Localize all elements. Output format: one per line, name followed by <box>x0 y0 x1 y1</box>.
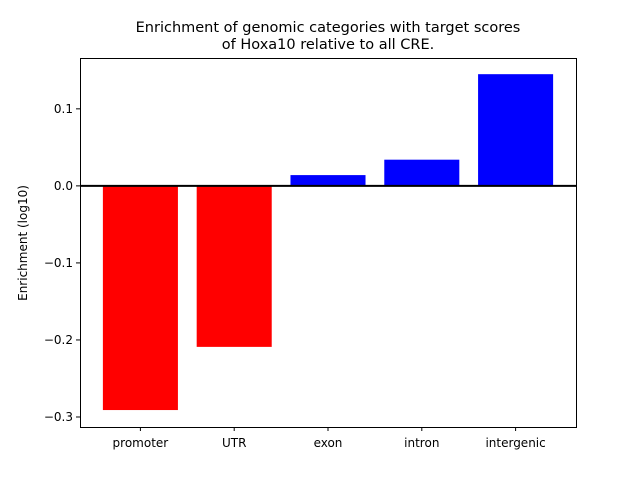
bar-exon <box>290 175 366 186</box>
x-tick-label: UTR <box>222 436 246 450</box>
chart-title-line-2: of Hoxa10 relative to all CRE. <box>222 37 434 53</box>
y-tick-label: −0.1 <box>44 256 73 270</box>
y-tick-label: −0.3 <box>44 410 73 424</box>
bar-UTR <box>196 185 272 347</box>
bar-intron <box>384 159 460 186</box>
bar-promoter <box>102 185 178 411</box>
x-tick-label: intron <box>404 436 439 450</box>
y-tick-label: 0.0 <box>54 179 73 193</box>
y-axis-label: Enrichment (log10) <box>16 185 30 301</box>
y-tick-label: 0.1 <box>54 102 73 116</box>
x-tick-label: promoter <box>113 436 169 450</box>
x-tick-label: exon <box>314 436 343 450</box>
x-tick-label: intergenic <box>485 436 545 450</box>
chart-title-line-1: Enrichment of genomic categories with ta… <box>136 20 521 36</box>
y-tick-label: −0.2 <box>44 333 73 347</box>
bar-intergenic <box>478 74 554 186</box>
